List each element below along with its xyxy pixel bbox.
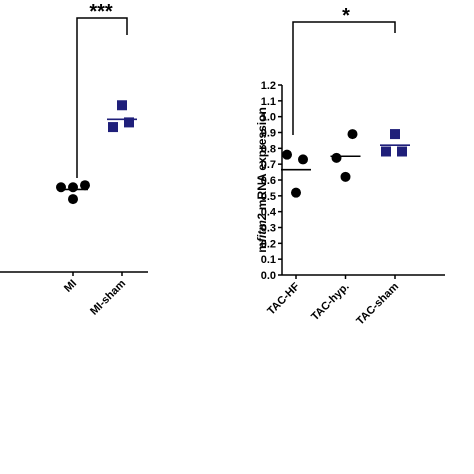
x-tick-label: MI <box>62 278 79 295</box>
data-point <box>390 129 400 140</box>
y-label-part: mRNA expression <box>255 107 269 213</box>
data-point <box>124 117 134 128</box>
y-tick-label: 0.1 <box>261 254 276 266</box>
y-tick-label: 0.4 <box>261 207 277 219</box>
y-tick-label: 0.3 <box>261 223 276 235</box>
x-tick-label: TAC-hyp. <box>309 281 351 323</box>
data-point <box>108 122 118 133</box>
y-tick-label: 0.5 <box>261 191 276 203</box>
y-tick-label: 0.0 <box>261 270 276 282</box>
y-tick-label: 1.1 <box>261 96 276 108</box>
y-tick-label: 0.6 <box>261 175 276 187</box>
data-point <box>80 180 90 191</box>
data-point <box>68 182 78 193</box>
y-label-part: fitm2 <box>255 213 269 242</box>
significance-bracket <box>76 17 128 178</box>
x-tick-label: TAC-HF <box>265 280 302 317</box>
y-tick-label: 0.8 <box>261 143 276 155</box>
data-point <box>381 146 391 157</box>
x-tick-label: TAC-sham <box>354 280 401 327</box>
data-point <box>298 154 308 165</box>
significance-label: *** <box>89 1 113 23</box>
y-tick-label: 0.7 <box>261 159 276 171</box>
data-point <box>282 149 292 160</box>
data-point <box>56 182 66 193</box>
significance-label: * <box>342 5 350 27</box>
data-point <box>117 100 127 111</box>
x-tick-label: MI-sham <box>88 277 128 317</box>
data-point <box>331 152 342 163</box>
y-tick-label: 1.2 <box>261 80 276 92</box>
y-axis-label: mfitm2 mRNA expression <box>255 107 269 253</box>
data-point <box>291 187 301 198</box>
y-tick-label: 1.0 <box>261 112 276 124</box>
data-point <box>397 146 407 157</box>
y-tick-label: 0.9 <box>261 128 276 140</box>
data-point <box>347 129 358 140</box>
significance-bracket <box>292 21 396 135</box>
y-tick-label: 0.2 <box>261 238 276 250</box>
y-label-part: m <box>255 242 269 253</box>
data-point <box>68 194 78 205</box>
data-point <box>340 171 351 182</box>
